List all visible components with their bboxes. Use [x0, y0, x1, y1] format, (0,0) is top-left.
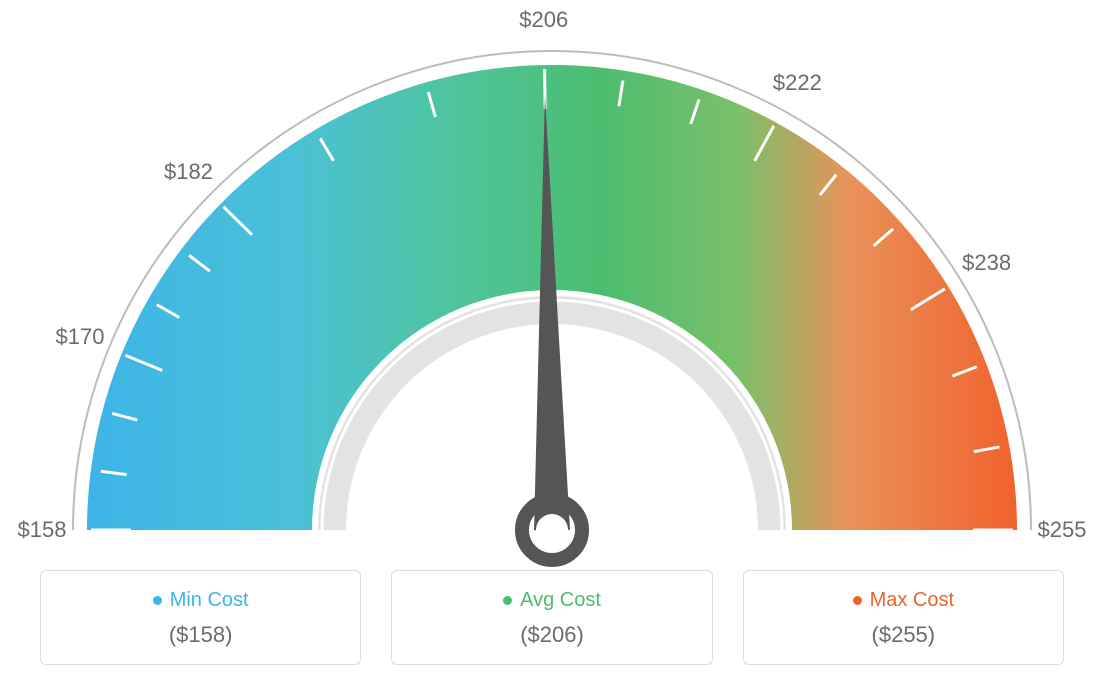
gauge-tick-label: $238	[962, 250, 1011, 276]
gauge-tick-label: $182	[164, 159, 213, 185]
legend-avg: Avg Cost ($206)	[391, 570, 712, 665]
dot-min-icon	[153, 596, 162, 605]
legend-avg-value: ($206)	[402, 622, 701, 648]
gauge-area: $158 $170 $182 $206 $222 $238 $255	[0, 0, 1104, 570]
gauge-svg	[0, 0, 1104, 570]
legend-min-value: ($158)	[51, 622, 350, 648]
gauge-tick-label: $255	[1038, 517, 1087, 543]
legend-max-label: Max Cost	[870, 589, 954, 612]
dot-max-icon	[853, 596, 862, 605]
legend-avg-title: Avg Cost	[503, 589, 601, 612]
dot-avg-icon	[503, 596, 512, 605]
gauge-tick-label: $206	[519, 7, 568, 33]
gauge-tick-label: $170	[56, 324, 105, 350]
gauge-tick-label: $222	[773, 70, 822, 96]
gauge-chart-container: $158 $170 $182 $206 $222 $238 $255 Min Cost ($…	[0, 0, 1104, 690]
legend-max: Max Cost ($255)	[743, 570, 1064, 665]
gauge-tick-label: $158	[18, 517, 67, 543]
legend-max-title: Max Cost	[853, 589, 954, 612]
legend-max-value: ($255)	[754, 622, 1053, 648]
legend-min-title: Min Cost	[153, 589, 249, 612]
legend-min: Min Cost ($158)	[40, 570, 361, 665]
legend-row: Min Cost ($158) Avg Cost ($206) Max Cost…	[40, 570, 1064, 665]
legend-min-label: Min Cost	[170, 589, 249, 612]
legend-avg-label: Avg Cost	[520, 589, 601, 612]
